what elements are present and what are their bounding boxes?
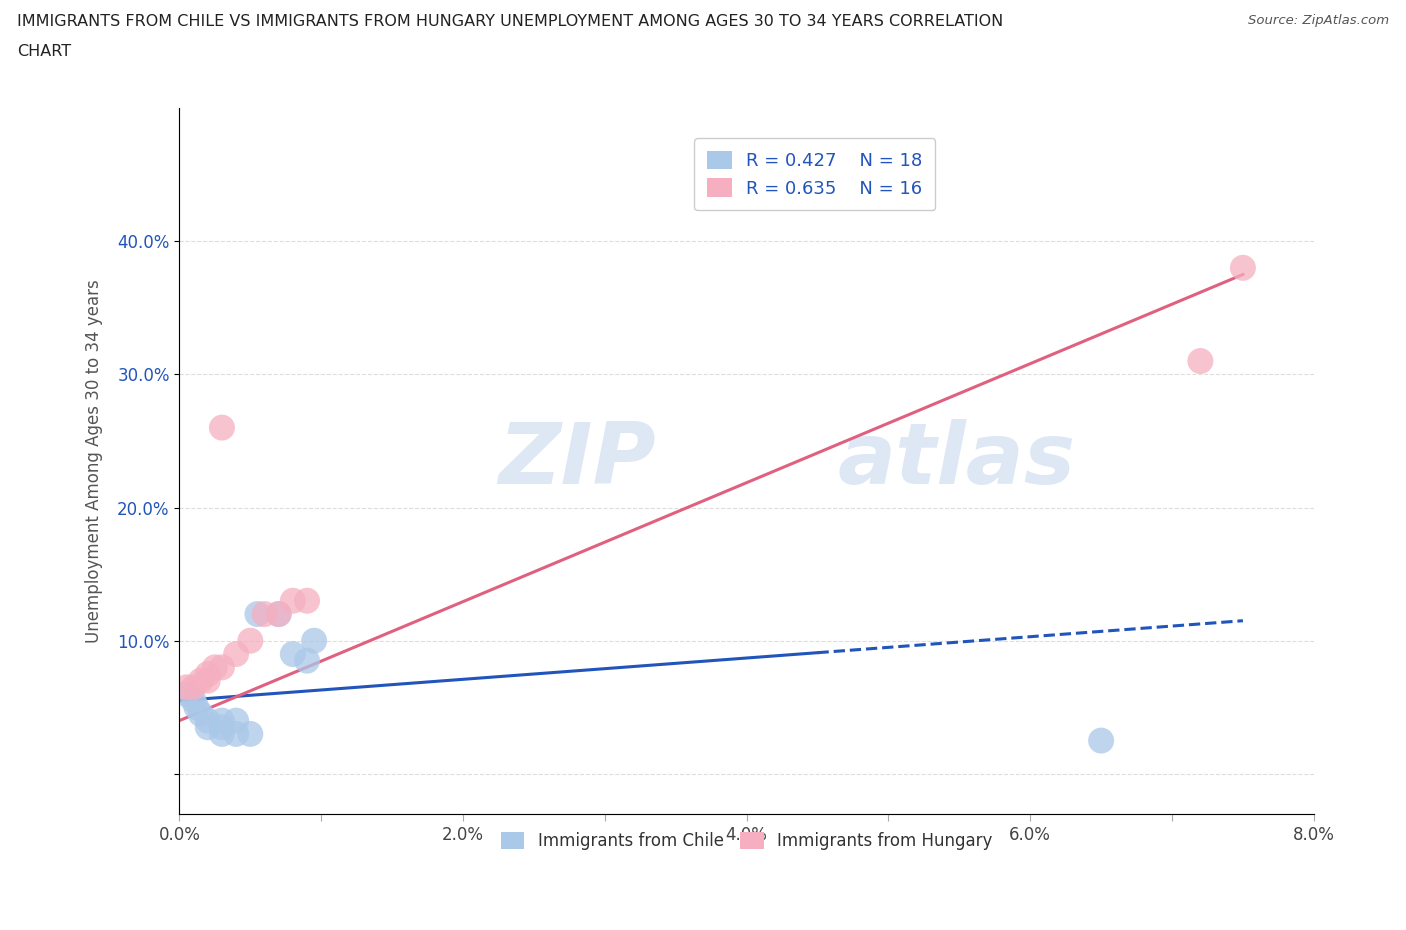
Point — [302, 633, 325, 648]
Point — [295, 593, 318, 608]
Point — [246, 606, 269, 621]
Point — [295, 653, 318, 668]
Point — [281, 646, 304, 661]
Text: Source: ZipAtlas.com: Source: ZipAtlas.com — [1249, 14, 1389, 27]
Point — [1090, 733, 1112, 748]
Point — [239, 633, 262, 648]
Legend: Immigrants from Chile, Immigrants from Hungary: Immigrants from Chile, Immigrants from H… — [492, 824, 1001, 858]
Point — [211, 420, 233, 435]
Point — [211, 726, 233, 741]
Point — [253, 606, 276, 621]
Point — [211, 713, 233, 728]
Y-axis label: Unemployment Among Ages 30 to 34 years: Unemployment Among Ages 30 to 34 years — [86, 279, 103, 643]
Point — [225, 726, 247, 741]
Point — [267, 606, 290, 621]
Text: IMMIGRANTS FROM CHILE VS IMMIGRANTS FROM HUNGARY UNEMPLOYMENT AMONG AGES 30 TO 3: IMMIGRANTS FROM CHILE VS IMMIGRANTS FROM… — [17, 14, 1002, 29]
Point — [211, 660, 233, 675]
Point — [197, 667, 219, 682]
Point — [211, 720, 233, 735]
Point — [225, 713, 247, 728]
Point — [225, 646, 247, 661]
Point — [197, 713, 219, 728]
Point — [190, 707, 212, 722]
Point — [186, 700, 208, 715]
Point — [204, 660, 226, 675]
Text: CHART: CHART — [17, 44, 70, 59]
Point — [239, 726, 262, 741]
Point — [197, 673, 219, 688]
Point — [1232, 260, 1254, 275]
Point — [197, 720, 219, 735]
Point — [183, 680, 205, 695]
Point — [190, 673, 212, 688]
Text: ZIP: ZIP — [498, 419, 655, 502]
Point — [176, 680, 198, 695]
Text: atlas: atlas — [838, 419, 1076, 502]
Point — [267, 606, 290, 621]
Point — [1189, 353, 1212, 368]
Point — [176, 686, 198, 701]
Point — [281, 593, 304, 608]
Point — [183, 693, 205, 708]
